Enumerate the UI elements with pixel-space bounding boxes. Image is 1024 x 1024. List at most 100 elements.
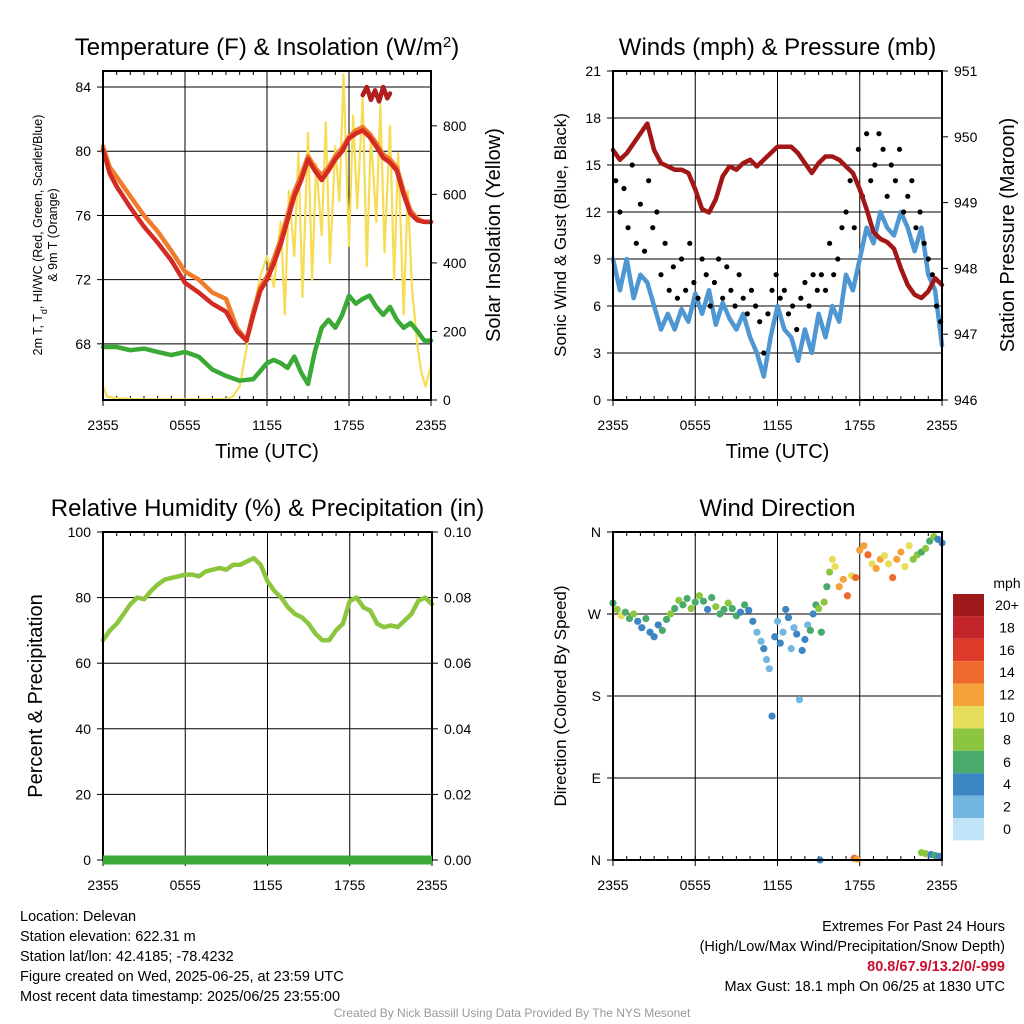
latlon-text: Station lat/lon: 42.4185; -78.4232 [20,949,234,965]
direction-point [905,542,913,550]
direction-point [820,598,828,606]
gust-point [740,295,746,301]
gust-point [806,303,812,309]
gust-point [613,178,619,184]
direction-point [691,598,699,606]
y2-tick-label: 0.08 [444,590,471,606]
extremes-title: Extremes For Past 24 Hours [822,919,1005,935]
panel-2: Winds (mph) & Pressure (mb) 2355 0555 1155 1… [551,34,1019,463]
gust-point [720,295,726,301]
y2-tick-label: 0.04 [444,721,471,737]
x-tick-label: 2355 [415,417,446,433]
y-axis-label: Direction (Colored By Speed) [551,585,570,806]
x-axis-label: Time (UTC) [215,441,319,463]
direction-point [703,605,712,614]
legend-swatch [953,795,984,818]
elevation-text: Station elevation: 622.31 m [20,929,196,945]
direction-point [889,573,897,582]
direction-point [724,599,732,607]
direction-point [801,635,809,644]
direction-point [634,617,642,625]
direction-point [860,542,868,550]
gust-point [687,240,693,246]
gust-point [802,279,808,286]
plot-frame [102,70,432,401]
direction-point [921,850,930,858]
y2-tick-label: 948 [954,260,978,276]
legend-label: 14 [999,664,1015,680]
y-tick-label: 100 [68,524,92,540]
x-tick-label: 2355 [597,417,628,433]
gust-point [736,272,742,278]
gust-point [864,131,870,137]
direction-point [728,604,736,613]
x-tick-label: 1155 [252,417,282,433]
gust-point [835,256,841,262]
gust-point [732,303,738,309]
direction-point [687,604,695,613]
x-tick-label: 2355 [87,877,118,893]
gust-point [925,256,931,262]
x-tick-label: 2355 [926,877,957,893]
legend-label: 20+ [995,597,1019,613]
rh-line [100,555,435,643]
gust-point [752,303,759,309]
gust-point [905,193,911,199]
direction-point [817,628,825,636]
speed-legend: mph 20+ 18 16 14 12 10 8 6 4 2 0 [953,575,1021,841]
legend-label: 18 [999,619,1015,635]
legend-label: 2 [1003,799,1011,815]
direction-point [654,621,662,629]
x-tick-label: 2355 [416,877,447,893]
direction-point [793,630,801,638]
gust-point [666,287,672,293]
gust-point [880,146,886,152]
direction-point [695,592,703,600]
direction-point [768,712,776,720]
legend-label: 4 [1003,776,1011,792]
y-tick-label: 80 [75,590,91,606]
x-tick-label: 1755 [844,877,875,893]
x-tick-label: 1755 [333,417,364,433]
direction-point [638,624,646,632]
y2-tick-label: 946 [954,392,978,408]
gust-point [748,287,755,293]
gust-point [761,350,767,356]
direction-point [831,563,839,571]
gust-point [765,311,771,317]
legend-label: 8 [1003,731,1011,747]
y2-tick-label: 0.02 [444,786,471,802]
gust-point [847,178,853,184]
direction-point [762,655,771,664]
gust-point [876,131,882,137]
x-tick-label: 1755 [844,417,875,433]
wind-line [610,209,945,379]
direction-point [736,608,745,616]
direction-point [880,552,889,560]
direction-point [806,626,815,635]
gust-point [917,209,923,215]
direction-point [835,583,843,591]
gust-point [674,295,681,301]
y-tick-label: 0 [593,392,601,408]
panel-4: Wind Direction 2355 0555 1155 1755 2355 N E S W N D… [551,495,1021,893]
x-tick-label: 0555 [680,877,711,893]
gust-point [810,272,816,278]
gust-point [851,225,857,231]
y-tick-label: E [592,770,601,786]
plot-frame [612,531,943,861]
direction-point [749,617,757,625]
recent-data-text: Most recent data timestamp: 2025/06/25 2… [20,989,341,1005]
y2-tick-label: 949 [954,195,978,211]
gust-point [831,272,837,278]
direction-point [613,605,621,614]
direction-point [666,610,675,618]
gust-point [633,240,639,246]
y2-tick-label: 800 [443,118,467,134]
y-tick-label: 80 [75,143,91,159]
gust-point [933,303,940,309]
direction-point [852,573,860,582]
gust-point [909,178,915,184]
gust-point [789,303,796,309]
y2-tick-label: 600 [443,186,467,202]
